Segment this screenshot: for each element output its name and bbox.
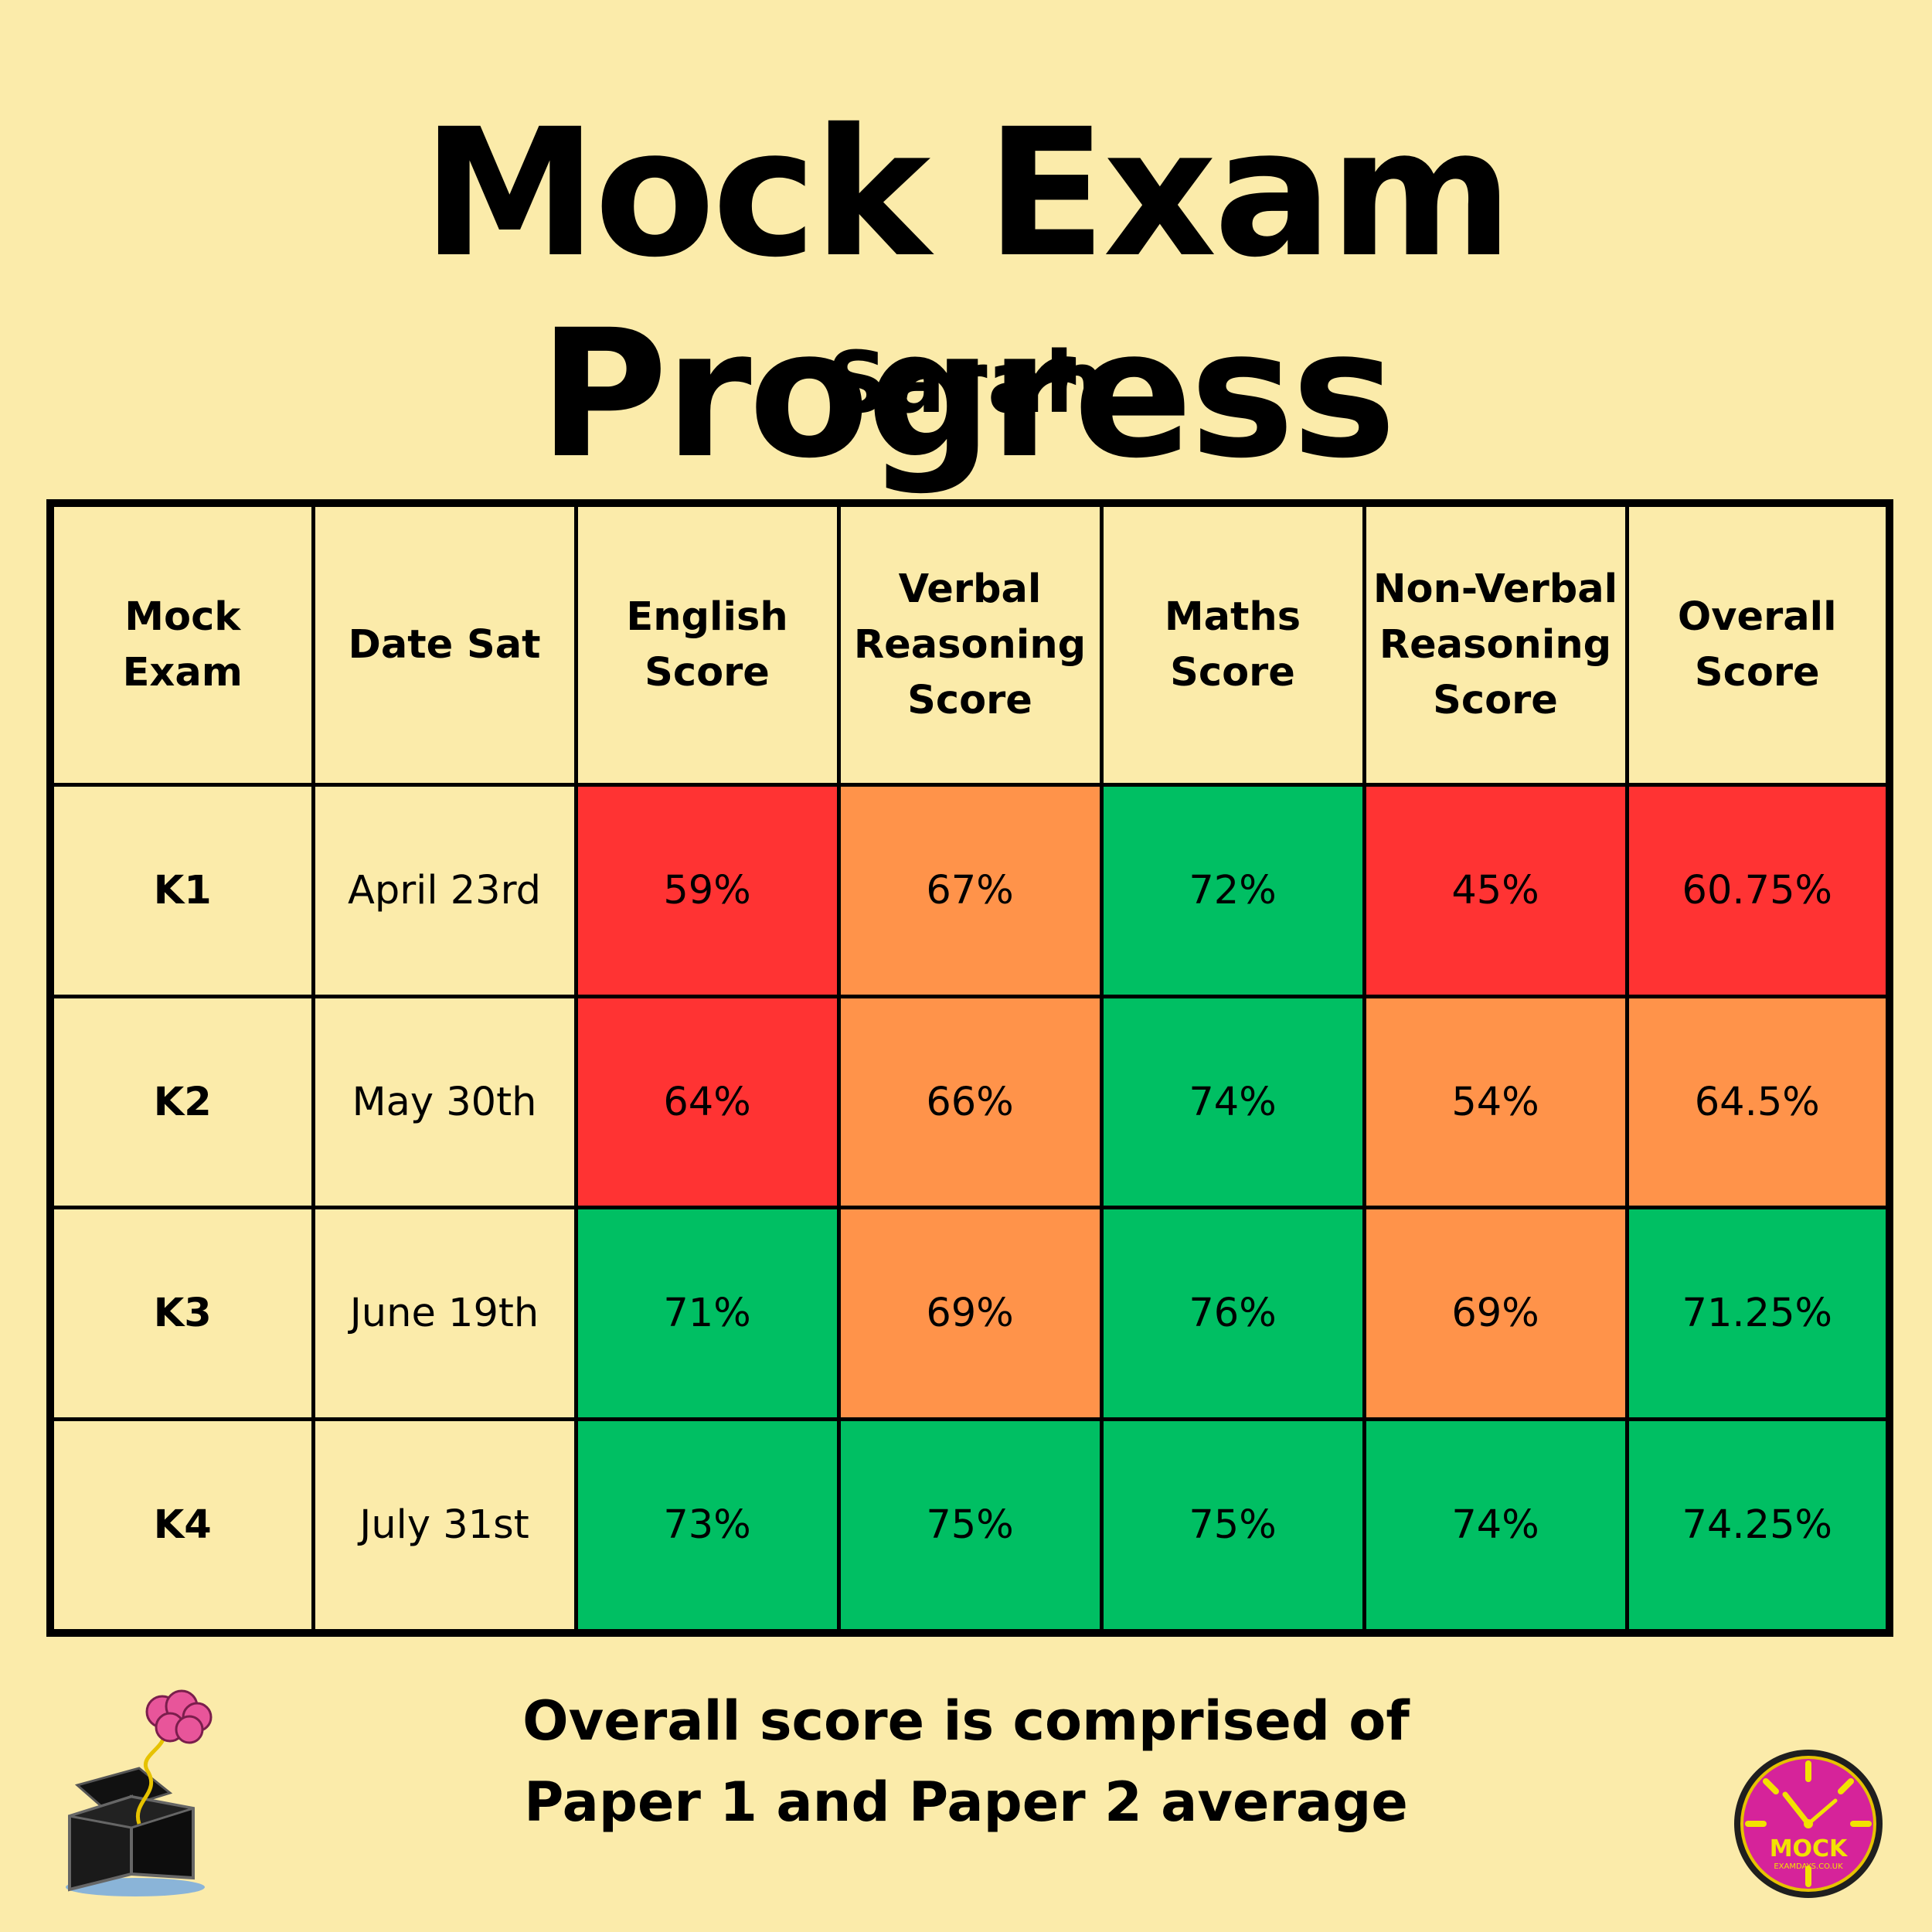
verbal-score-cell: 67% bbox=[836, 783, 1104, 998]
table-row: K3 June 19th 71% 69% 76% 69% 71.25% bbox=[48, 1206, 1892, 1422]
overall-score-cell: 64.5% bbox=[1624, 994, 1892, 1210]
english-score-cell: 73% bbox=[573, 1417, 841, 1635]
header-verbal-reasoning-score: Verbal Reasoning Score bbox=[836, 501, 1104, 787]
clock-logo-text: MOCK bbox=[1770, 1835, 1849, 1862]
progress-table: Mock Exam Date Sat English Score Verbal … bbox=[46, 499, 1893, 1637]
maths-score-cell: 74% bbox=[1099, 994, 1366, 1210]
verbal-score-cell: 69% bbox=[836, 1206, 1104, 1422]
table-row: K4 July 31st 73% 75% 75% 74% 74.25% bbox=[48, 1417, 1892, 1635]
student-name: Sarah bbox=[826, 333, 1106, 432]
clock-logo-icon: MOCK EXAMDAYS.CO.UK bbox=[1734, 1750, 1883, 1898]
maths-score-cell: 75% bbox=[1099, 1417, 1366, 1635]
date-cell: May 30th bbox=[311, 994, 578, 1210]
header-overall-score: Overall Score bbox=[1624, 501, 1892, 787]
nonverbal-score-cell: 54% bbox=[1362, 994, 1629, 1210]
date-cell: June 19th bbox=[311, 1206, 578, 1422]
page-title: Mock Exam Progress bbox=[422, 90, 1513, 497]
nonverbal-score-cell: 45% bbox=[1362, 783, 1629, 998]
exam-cell: K4 bbox=[48, 1417, 315, 1635]
table-row: K2 May 30th 64% 66% 74% 54% 64.5% bbox=[48, 994, 1892, 1210]
exam-cell: K1 bbox=[48, 783, 315, 998]
clock-logo-subtext: EXAMDAYS.CO.UK bbox=[1774, 1862, 1843, 1871]
footer-note: Overall score is comprised of Paper 1 an… bbox=[522, 1689, 1410, 1834]
nonverbal-score-cell: 69% bbox=[1362, 1206, 1629, 1422]
header-non-verbal-reasoning-score: Non-Verbal Reasoning Score bbox=[1362, 501, 1629, 787]
english-score-cell: 71% bbox=[573, 1206, 841, 1422]
header-date-sat: Date Sat bbox=[311, 501, 578, 787]
nonverbal-score-cell: 74% bbox=[1362, 1417, 1629, 1635]
header-mock-exam: Mock Exam bbox=[48, 501, 315, 787]
verbal-score-cell: 75% bbox=[836, 1417, 1104, 1635]
english-score-cell: 64% bbox=[573, 994, 841, 1210]
exam-cell: K3 bbox=[48, 1206, 315, 1422]
date-cell: April 23rd bbox=[311, 783, 578, 998]
overall-score-cell: 60.75% bbox=[1624, 783, 1892, 998]
exam-cell: K2 bbox=[48, 994, 315, 1210]
maths-score-cell: 72% bbox=[1099, 783, 1366, 998]
maths-score-cell: 76% bbox=[1099, 1206, 1366, 1422]
table-row: K1 April 23rd 59% 67% 72% 45% 60.75% bbox=[48, 783, 1892, 998]
verbal-score-cell: 66% bbox=[836, 994, 1104, 1210]
brain-in-box-logo-icon bbox=[66, 1689, 213, 1896]
english-score-cell: 59% bbox=[573, 783, 841, 998]
date-cell: July 31st bbox=[311, 1417, 578, 1635]
header-maths-score: Maths Score bbox=[1099, 501, 1366, 787]
header-english-score: English Score bbox=[573, 501, 841, 787]
overall-score-cell: 74.25% bbox=[1624, 1417, 1892, 1635]
header-row: Mock Exam Date Sat English Score Verbal … bbox=[48, 501, 1892, 787]
overall-score-cell: 71.25% bbox=[1624, 1206, 1892, 1422]
